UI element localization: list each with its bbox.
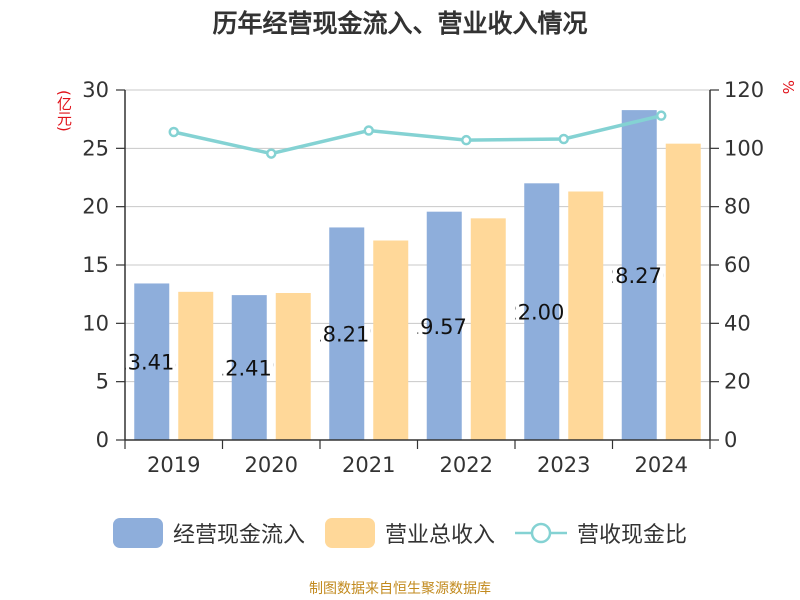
data-label-cash-inflow-2020: 12.419	[212, 357, 285, 381]
legend-label-ratio: 营收现金比	[577, 523, 688, 548]
bar-revenue-2021	[373, 240, 409, 440]
legend-item-ratio[interactable]: 营收现金比	[515, 517, 687, 549]
data-label-cash-inflow-2024: 28.276	[602, 264, 675, 288]
bar-revenue-2023	[568, 191, 604, 440]
y-right-tick-label-6: 120	[724, 78, 764, 102]
ratio-point-2024	[656, 110, 667, 121]
ratio-point-2020	[266, 148, 277, 159]
source-note: 制图数据来自恒生聚源数据库	[309, 581, 491, 597]
chart-title: 历年经营现金流入、营业收入情况	[212, 9, 588, 38]
y-right-tick-label-1: 20	[724, 370, 751, 394]
y-right-tick-label-5: 100	[724, 136, 764, 160]
data-label-cash-inflow-2021: 18.219	[309, 323, 382, 347]
bar-revenue-2020	[275, 293, 311, 440]
x-tick-label-2022: 2022	[440, 453, 493, 477]
y-right-tick-label-3: 60	[724, 253, 751, 277]
x-tick-label-2020: 2020	[245, 453, 298, 477]
y-right-tick-label-0: 0	[724, 428, 737, 452]
right-axis-unit: %	[779, 80, 797, 95]
x-tick-label-2024: 2024	[635, 453, 688, 477]
legend: 经营现金流入 营业总收入 营收现金比	[0, 517, 800, 549]
x-tick-label-2021: 2021	[342, 453, 395, 477]
x-tick-label-2019: 2019	[147, 453, 200, 477]
legend-label-cash-inflow: 经营现金流入	[172, 523, 305, 548]
legend-swatch-cash-inflow	[112, 518, 163, 548]
y-left-tick-label-2: 10	[82, 311, 109, 335]
data-label-cash-inflow-2019: 13.418	[114, 351, 187, 375]
y-left-tick-label-4: 20	[82, 195, 109, 219]
bar-cash-inflow-2023	[524, 183, 560, 440]
bar-cash-inflow-2024	[621, 110, 657, 440]
y-left-tick-label-0: 0	[96, 428, 109, 452]
ratio-line	[173, 113, 662, 156]
legend-label-revenue: 营业总收入	[384, 523, 495, 548]
legend-swatch-ratio	[515, 522, 567, 544]
ratio-point-2021	[363, 125, 374, 136]
bar-cash-inflow-2021	[329, 227, 365, 440]
ratio-point-2023	[558, 133, 569, 145]
y-right-tick-label-4: 80	[724, 195, 751, 219]
y-left-tick-label-6: 30	[82, 78, 109, 102]
data-label-cash-inflow-2022: 19.57	[407, 315, 467, 339]
ratio-point-2019	[168, 126, 179, 138]
legend-item-revenue[interactable]: 营业总收入	[324, 517, 495, 549]
data-label-cash-inflow-2023: 22.002	[504, 301, 577, 325]
bar-cash-inflow-2019	[134, 283, 170, 440]
bar-cash-inflow-2022	[426, 211, 462, 440]
legend-item-cash-inflow[interactable]: 经营现金流入	[112, 517, 305, 549]
x-tick-label-2023: 2023	[537, 453, 590, 477]
bar-revenue-2022	[470, 218, 506, 440]
ratio-point-2022	[461, 134, 472, 146]
bar-revenue-2024	[665, 143, 701, 440]
bar-revenue-2019	[178, 291, 214, 440]
y-right-tick-label-2: 40	[724, 311, 751, 335]
bar-cash-inflow-2020	[231, 295, 267, 440]
left-axis-unit: (亿元)	[55, 90, 73, 132]
y-left-tick-label-3: 15	[82, 253, 109, 277]
y-left-tick-label-1: 5	[96, 370, 109, 394]
y-left-tick-label-5: 25	[82, 136, 109, 160]
legend-swatch-revenue	[324, 518, 375, 548]
